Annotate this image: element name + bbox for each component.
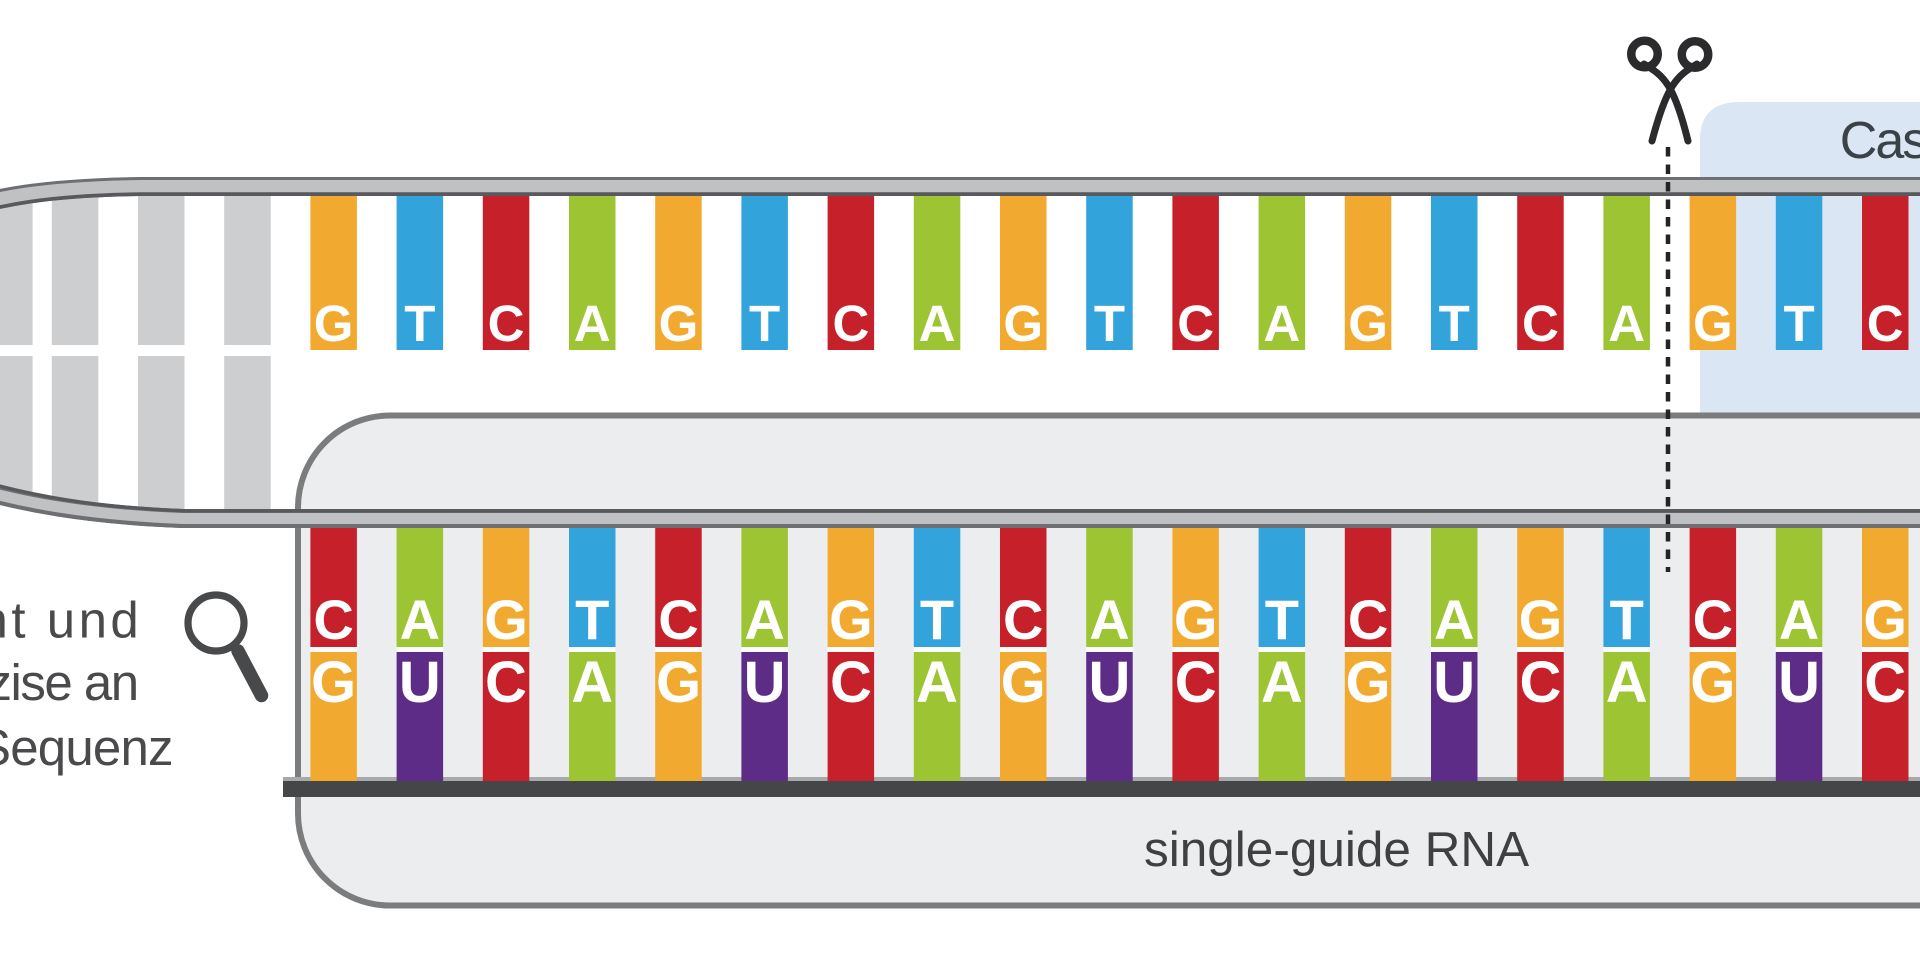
svg-text:A: A [1606,650,1648,715]
svg-text:T: T [1784,295,1815,352]
svg-text:G: G [1863,588,1907,651]
svg-text:T: T [575,588,609,651]
svg-text:G: G [1003,295,1043,352]
svg-text:U: U [744,650,786,715]
svg-text:G: G [1348,295,1388,352]
svg-text:T: T [749,295,780,352]
svg-text:T: T [404,295,435,352]
svg-text:A: A [400,588,440,651]
svg-text:C: C [832,295,869,352]
svg-text:A: A [1608,295,1645,352]
svg-text:A: A [1263,295,1300,352]
svg-text:G: G [1346,650,1391,715]
svg-text:A: A [1089,588,1129,651]
svg-text:T: T [920,588,954,651]
svg-text:A: A [919,295,956,352]
svg-text:G: G [829,588,873,651]
svg-text:A: A [744,588,784,651]
svg-text:C: C [1175,650,1217,715]
svg-text:C: C [1003,588,1043,651]
svg-text:A: A [1779,588,1819,651]
svg-text:A: A [574,295,611,352]
svg-text:C: C [1864,650,1906,715]
svg-text:G: G [1690,650,1735,715]
svg-text:G: G [311,650,356,715]
svg-text:C: C [488,295,525,352]
svg-text:G: G [1693,295,1733,352]
svg-text:C: C [1693,588,1733,651]
svg-text:G: G [659,295,699,352]
svg-text:T: T [1265,588,1299,651]
svg-text:zise an: zise an [0,654,138,711]
svg-text:C: C [830,650,872,715]
svg-text:nt und: nt und [0,592,142,649]
svg-text:Sequenz: Sequenz [0,719,173,776]
svg-text:G: G [656,650,701,715]
svg-text:A: A [571,650,613,715]
svg-text:U: U [399,650,441,715]
svg-text:A: A [916,650,958,715]
svg-text:C: C [1348,588,1388,651]
svg-text:U: U [1433,650,1475,715]
svg-text:G: G [314,295,354,352]
svg-text:T: T [1094,295,1125,352]
svg-text:C: C [1867,295,1904,352]
svg-text:T: T [1439,295,1470,352]
svg-text:Cas9: Cas9 [1840,112,1920,170]
svg-text:C: C [1177,295,1214,352]
svg-text:G: G [484,588,528,651]
svg-text:A: A [1261,650,1303,715]
svg-text:G: G [1519,588,1563,651]
svg-text:C: C [1519,650,1561,715]
svg-text:G: G [1001,650,1046,715]
svg-text:single-guide RNA: single-guide RNA [1144,822,1529,877]
svg-text:A: A [1434,588,1474,651]
svg-text:C: C [485,650,527,715]
svg-text:C: C [1522,295,1559,352]
svg-text:U: U [1778,650,1820,715]
svg-text:T: T [1610,588,1644,651]
svg-text:U: U [1089,650,1131,715]
svg-text:G: G [1174,588,1218,651]
svg-text:C: C [658,588,698,651]
svg-text:C: C [313,588,353,651]
